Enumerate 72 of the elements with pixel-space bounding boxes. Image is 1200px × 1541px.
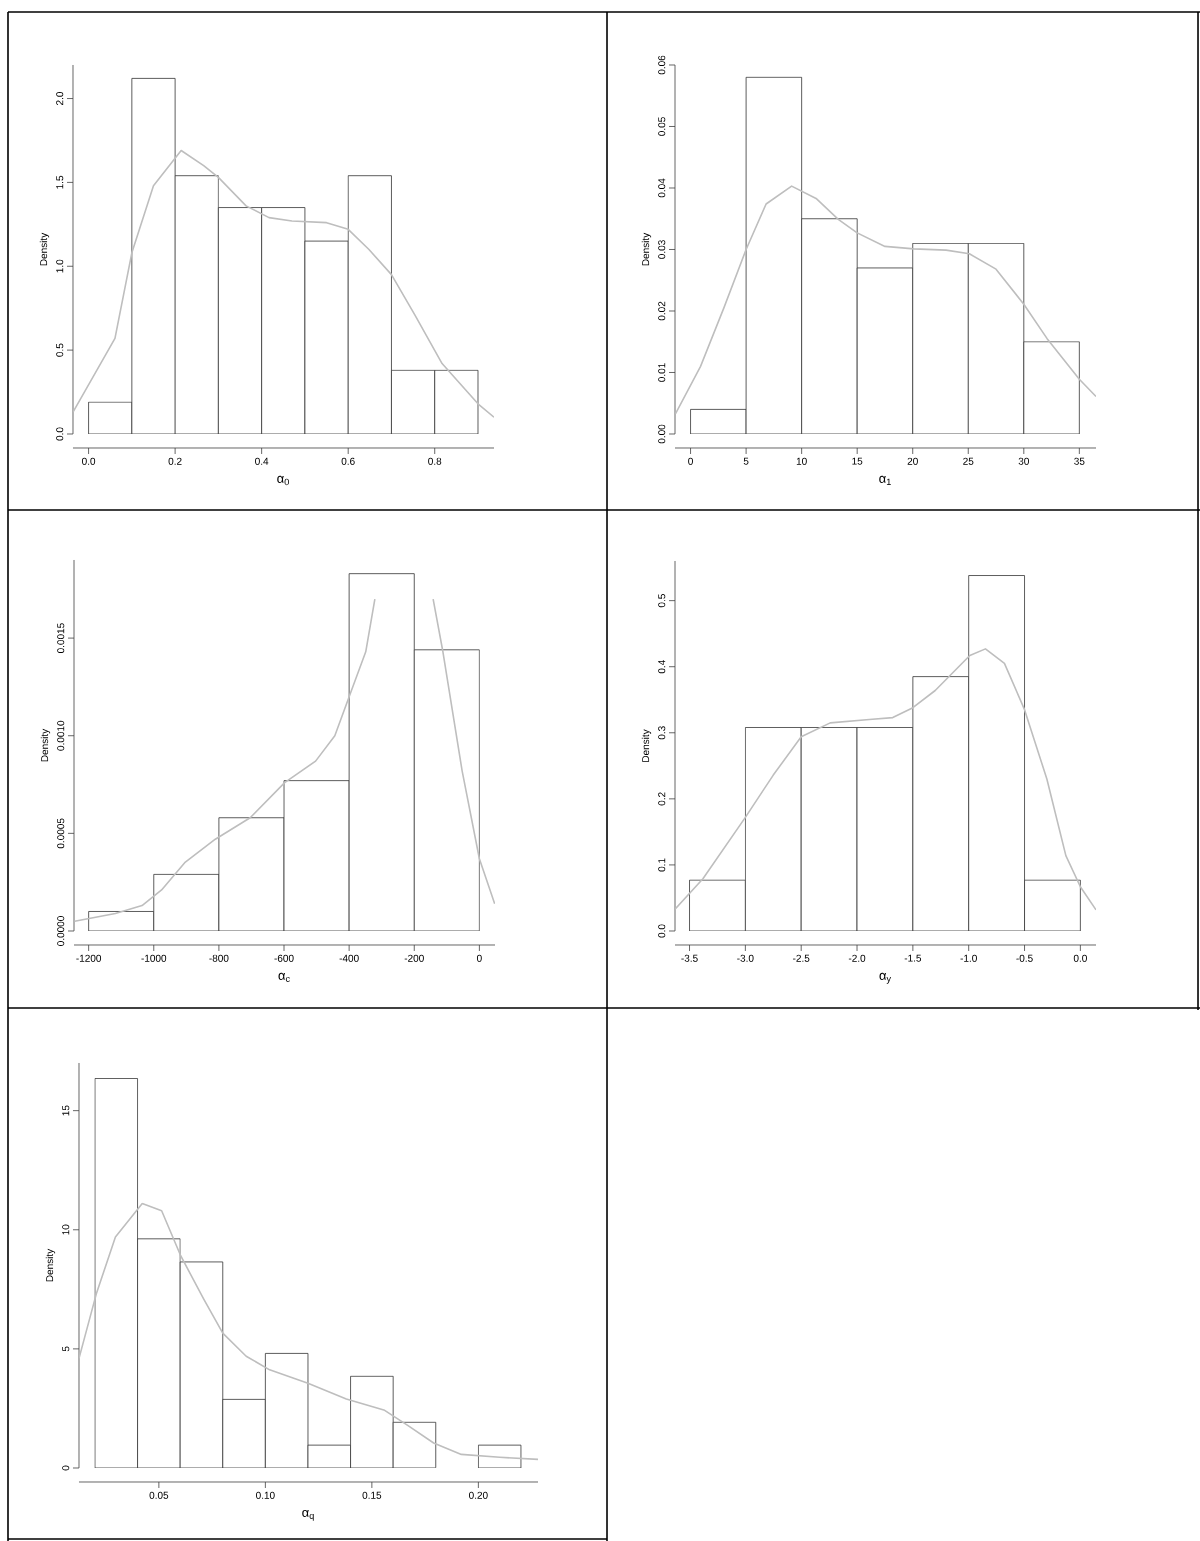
y-axis-title: Density: [39, 232, 50, 266]
x-tick-label: 10: [796, 457, 807, 465]
y-tick-label: 0.0005: [57, 818, 65, 849]
y-tick-label: 0.5: [56, 343, 64, 357]
y-tick-label: 0.0: [658, 924, 666, 938]
x-tick-label: -2.5: [793, 954, 810, 962]
x-axis-title: α$_{y}$: [879, 972, 892, 984]
x-axis-title: α$_{1}$: [879, 475, 891, 485]
x-tick-label: -2.0: [848, 954, 866, 962]
y-axis-title: Density: [45, 1248, 56, 1282]
x-tick-label: 5: [743, 457, 749, 465]
y-tick-label: 0.05: [658, 117, 666, 136]
y-tick-label: 0.4: [658, 660, 666, 674]
y-tick-label: 15: [62, 1105, 70, 1116]
x-tick-label: -1.5: [904, 954, 922, 962]
x-tick-label: 0.0: [82, 457, 96, 465]
x-tick-label: -1000: [141, 954, 167, 962]
x-axis-title: α$_{q}$: [302, 1509, 314, 1521]
y-tick-label: 0.3: [658, 726, 666, 740]
x-tick-label: -800: [209, 954, 229, 962]
line-series: [675, 185, 1097, 415]
x-tick-label: 0.0: [1073, 954, 1087, 962]
x-tick-label: -3.5: [681, 954, 698, 962]
x-tick-label: 0.15: [362, 1491, 382, 1499]
y-tick-label: 0.00: [658, 424, 666, 444]
x-tick-label: 0.4: [255, 457, 269, 465]
x-tick-label: 0.8: [428, 457, 442, 465]
x-tick-label: 0: [476, 954, 482, 962]
y-tick-label: 0.06: [658, 55, 666, 75]
y-tick-label: 0.2: [658, 792, 666, 806]
x-tick-label: 30: [1018, 457, 1029, 465]
y-tick-label: 0.0: [56, 427, 64, 441]
x-axis-title: α$_{0}$: [277, 475, 289, 486]
y-tick-label: 0.02: [658, 301, 666, 321]
x-tick-label: -1.0: [960, 954, 977, 962]
line-series: [79, 1202, 538, 1461]
y-tick-label: 5: [62, 1346, 70, 1352]
x-tick-label: 0.20: [469, 1491, 488, 1499]
y-tick-label: 2.0: [56, 91, 64, 105]
x-axis-title: α$_{c}$: [278, 972, 290, 982]
line-series: [73, 149, 494, 419]
y-tick-label: 10: [62, 1224, 70, 1235]
y-axis-title: Density: [641, 232, 652, 266]
x-tick-label: -600: [274, 954, 294, 962]
y-tick-label: 1.0: [56, 259, 64, 273]
x-tick-label: 20: [907, 457, 918, 465]
y-axis-title: Density: [40, 728, 51, 762]
y-tick-label: 0.04: [658, 178, 666, 198]
y-tick-label: 0.5: [658, 594, 666, 608]
x-tick-label: -200: [404, 954, 424, 962]
y-tick-label: 0.03: [658, 240, 666, 259]
x-tick-label: -400: [339, 954, 359, 962]
x-tick-label: -1200: [76, 954, 102, 962]
x-tick-label: 0.2: [168, 457, 182, 465]
x-tick-label: 35: [1074, 457, 1085, 465]
y-tick-label: 0.1: [658, 858, 666, 872]
y-tick-label: 0.01: [658, 363, 666, 382]
y-tick-label: 0.0000: [57, 916, 65, 946]
y-axis-title: Density: [641, 729, 652, 762]
line-series: [675, 648, 1097, 911]
y-tick-label: 0.0010: [57, 720, 65, 751]
x-tick-label: 0: [688, 457, 693, 465]
x-tick-label: 15: [852, 457, 863, 465]
y-tick-label: 0.0015: [57, 623, 65, 654]
y-tick-label: 0: [62, 1465, 70, 1471]
x-tick-label: 0.6: [341, 457, 355, 465]
x-tick-label: 25: [963, 457, 974, 465]
y-tick-label: 1.5: [56, 175, 64, 189]
x-tick-label: 0.05: [149, 1491, 169, 1499]
x-tick-label: 0.10: [256, 1491, 275, 1499]
x-tick-label: -0.5: [1016, 954, 1033, 962]
x-tick-label: -3.0: [737, 954, 754, 962]
